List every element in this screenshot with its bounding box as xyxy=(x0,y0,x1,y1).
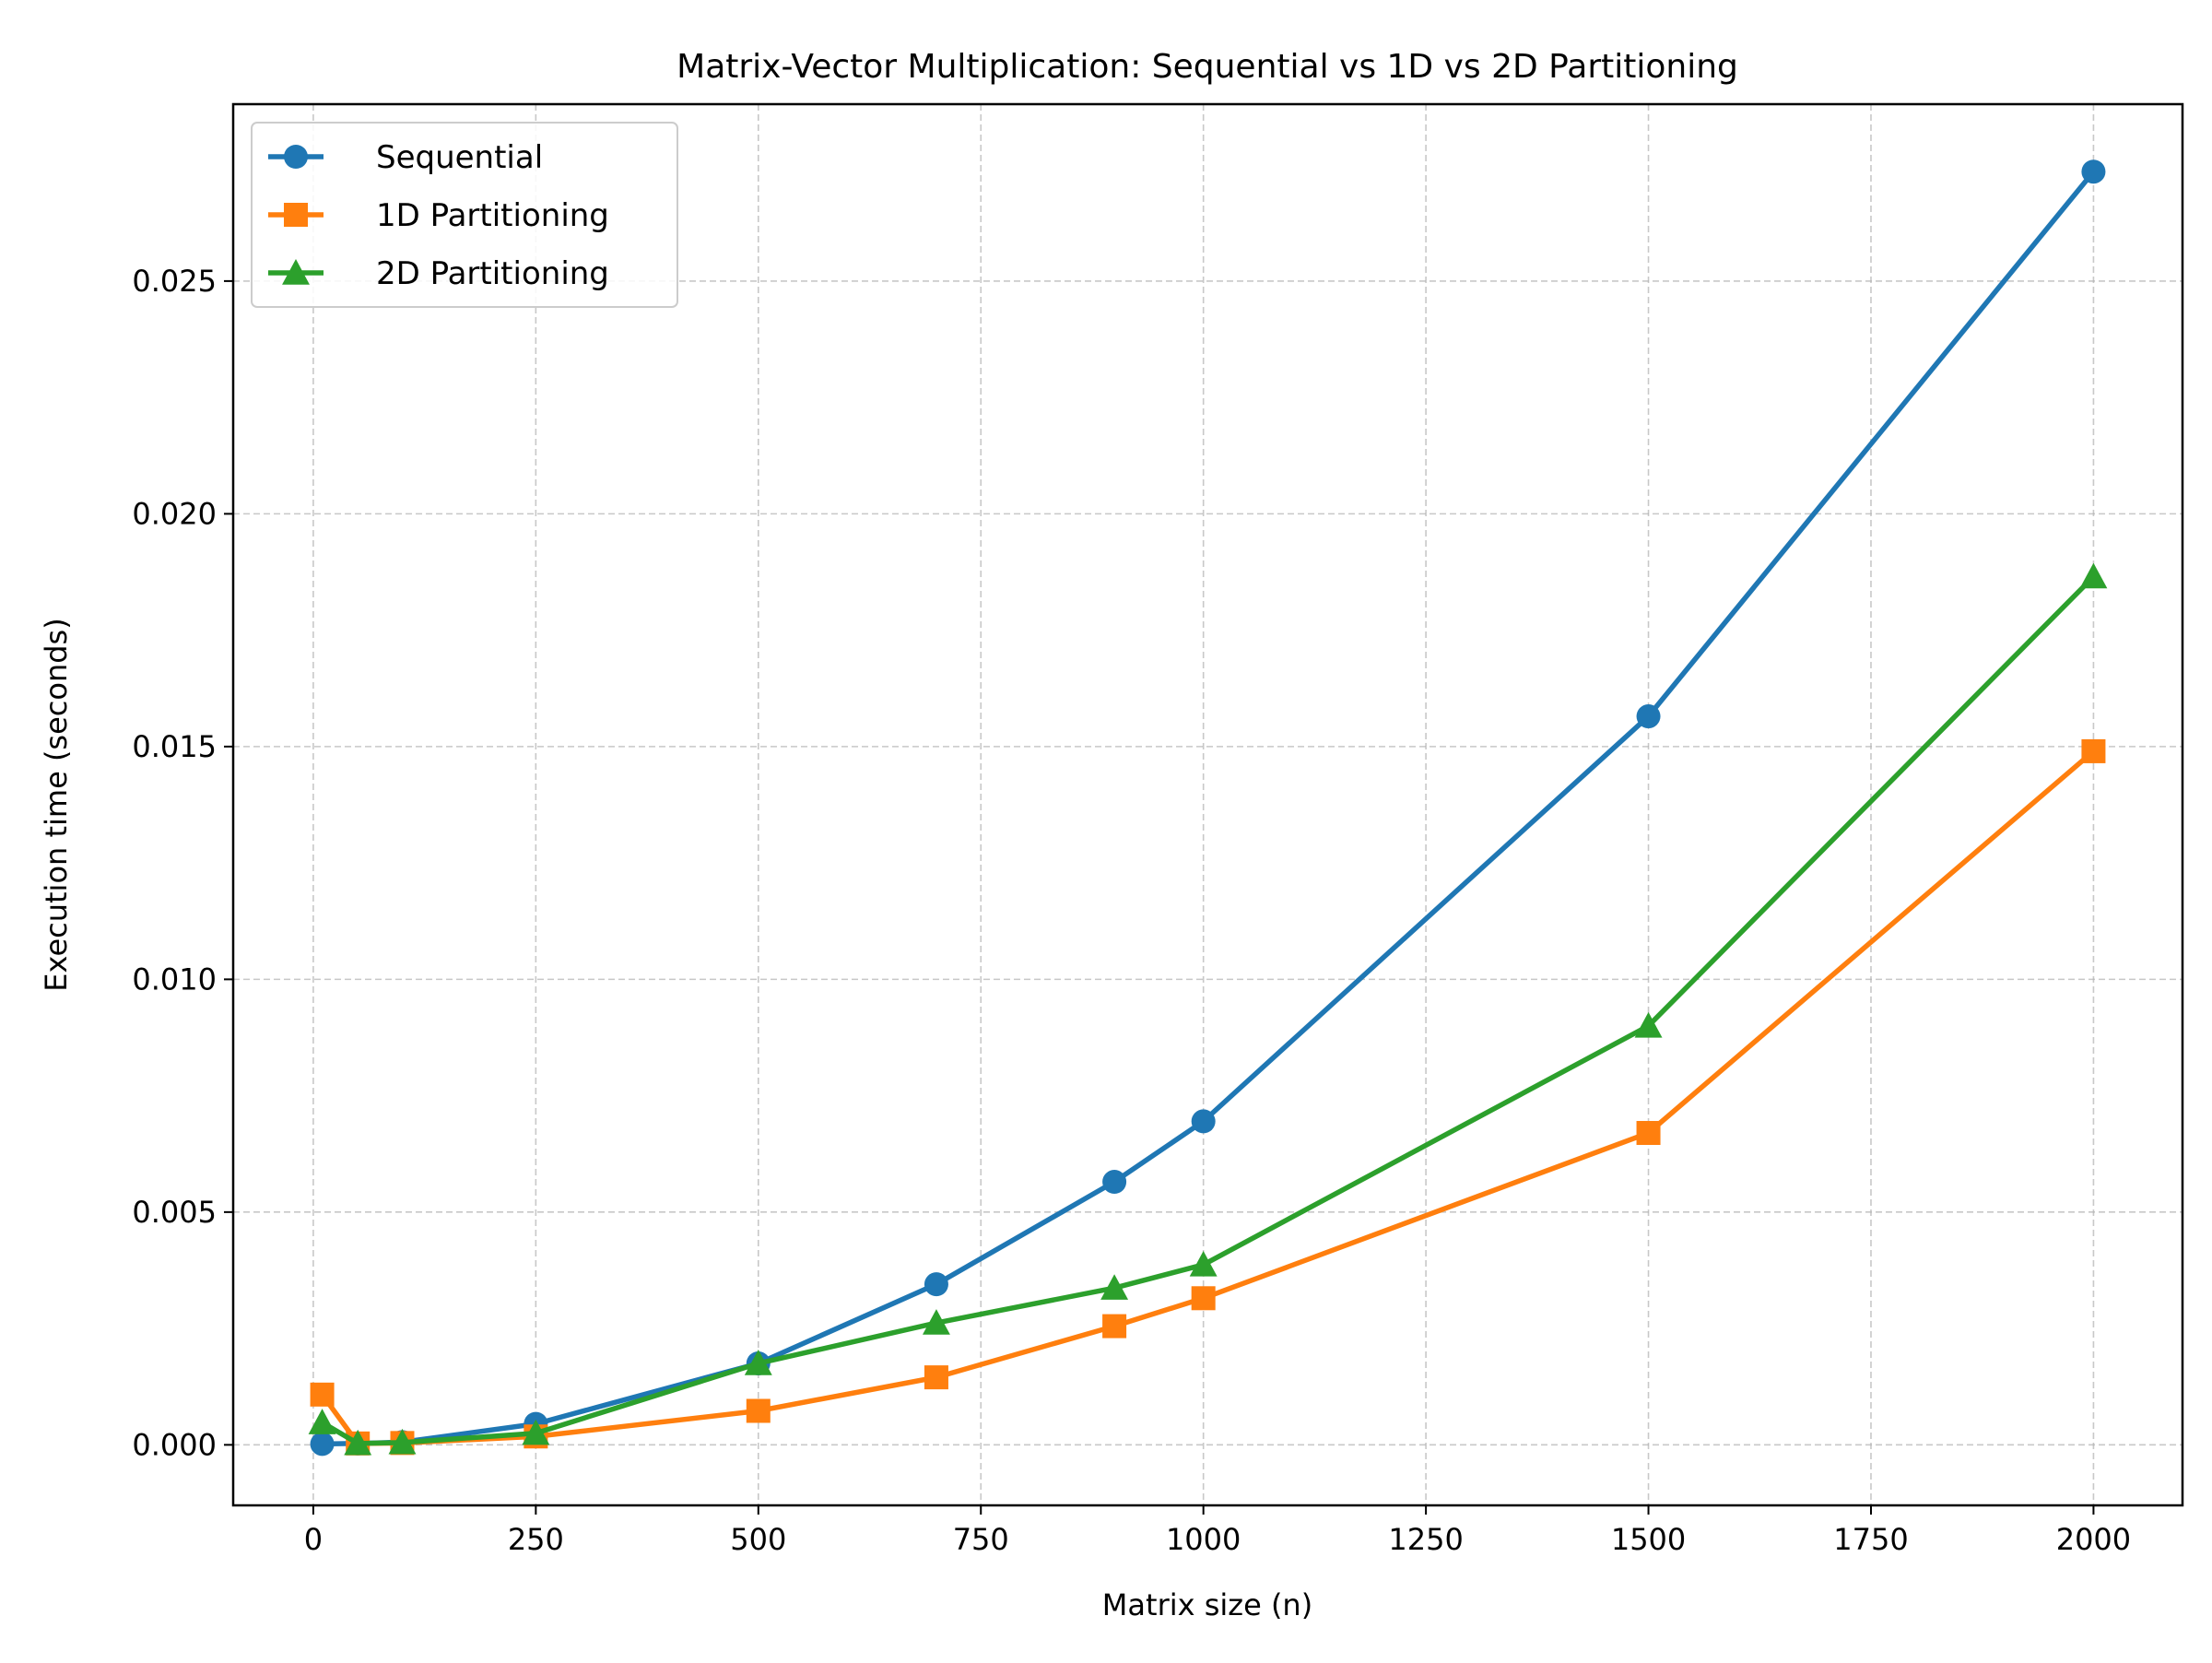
x-tick-label: 1750 xyxy=(1833,1522,1908,1557)
y-tick-label: 0.005 xyxy=(132,1195,217,1230)
x-tick-label: 2000 xyxy=(2056,1522,2131,1557)
data-point-1d-partitioning xyxy=(2081,738,2106,763)
x-axis-label: Matrix size (n) xyxy=(1102,1587,1312,1622)
data-series xyxy=(308,159,2108,1457)
legend: Sequential 1D Partitioning 2D Partitioning xyxy=(251,122,678,308)
x-tick-label: 0 xyxy=(304,1522,323,1557)
data-point-1d-partitioning xyxy=(1636,1121,1661,1146)
y-tick-label: 0.020 xyxy=(132,496,217,531)
x-tick-label: 1500 xyxy=(1611,1522,1686,1557)
x-tick-label: 500 xyxy=(730,1522,786,1557)
legend-marker-1d-partitioning xyxy=(284,203,308,227)
axis-ticks: 0 250 500 750 1000 1250 1500 1750 2000 0.000 0.005… xyxy=(132,264,2131,1557)
data-point-1d-partitioning xyxy=(310,1382,335,1407)
data-point-sequential xyxy=(924,1272,948,1297)
series-2d-partitioning xyxy=(308,562,2108,1456)
data-point-sequential xyxy=(2081,159,2106,184)
legend-marker-2d-partitioning xyxy=(282,259,310,285)
legend-label-1d-partitioning: 1D Partitioning xyxy=(376,197,609,234)
x-tick-label: 1250 xyxy=(1388,1522,1463,1557)
data-point-1d-partitioning xyxy=(1102,1314,1127,1339)
x-tick-label: 750 xyxy=(953,1522,1009,1557)
data-point-1d-partitioning xyxy=(924,1365,948,1390)
data-point-sequential xyxy=(310,1432,335,1457)
grid xyxy=(233,104,2183,1505)
legend-marker-sequential xyxy=(284,145,308,169)
data-point-2d-partitioning xyxy=(308,1409,336,1434)
y-tick-label: 0.010 xyxy=(132,961,217,997)
chart-title: Matrix-Vector Multiplication: Sequential… xyxy=(677,48,1738,86)
legend-label-sequential: Sequential xyxy=(376,139,543,176)
data-point-2d-partitioning xyxy=(744,1350,772,1375)
data-point-1d-partitioning xyxy=(1191,1286,1216,1311)
x-tick-label: 1000 xyxy=(1166,1522,1241,1557)
data-point-2d-partitioning xyxy=(1634,1011,1663,1038)
legend-box xyxy=(251,122,678,308)
data-point-sequential xyxy=(1102,1170,1127,1195)
data-point-sequential xyxy=(1636,704,1661,729)
data-point-sequential xyxy=(1191,1109,1216,1134)
data-point-2d-partitioning xyxy=(1189,1250,1218,1277)
x-tick-label: 250 xyxy=(508,1522,564,1557)
plot-frame xyxy=(231,102,2184,1507)
data-point-1d-partitioning xyxy=(746,1398,771,1423)
legend-label-2d-partitioning: 2D Partitioning xyxy=(376,255,609,292)
y-axis-label: Execution time (seconds) xyxy=(39,618,74,991)
data-point-2d-partitioning xyxy=(922,1309,950,1335)
y-tick-label: 0.015 xyxy=(132,729,217,764)
y-tick-label: 0.025 xyxy=(132,264,217,299)
data-point-2d-partitioning xyxy=(522,1419,550,1445)
data-point-2d-partitioning xyxy=(388,1428,417,1455)
data-point-2d-partitioning xyxy=(1100,1274,1129,1300)
series-line-2d-partitioning xyxy=(319,573,2097,1446)
data-point-2d-partitioning xyxy=(2079,562,2108,589)
y-tick-label: 0.000 xyxy=(132,1427,217,1462)
data-point-2d-partitioning xyxy=(344,1429,372,1456)
